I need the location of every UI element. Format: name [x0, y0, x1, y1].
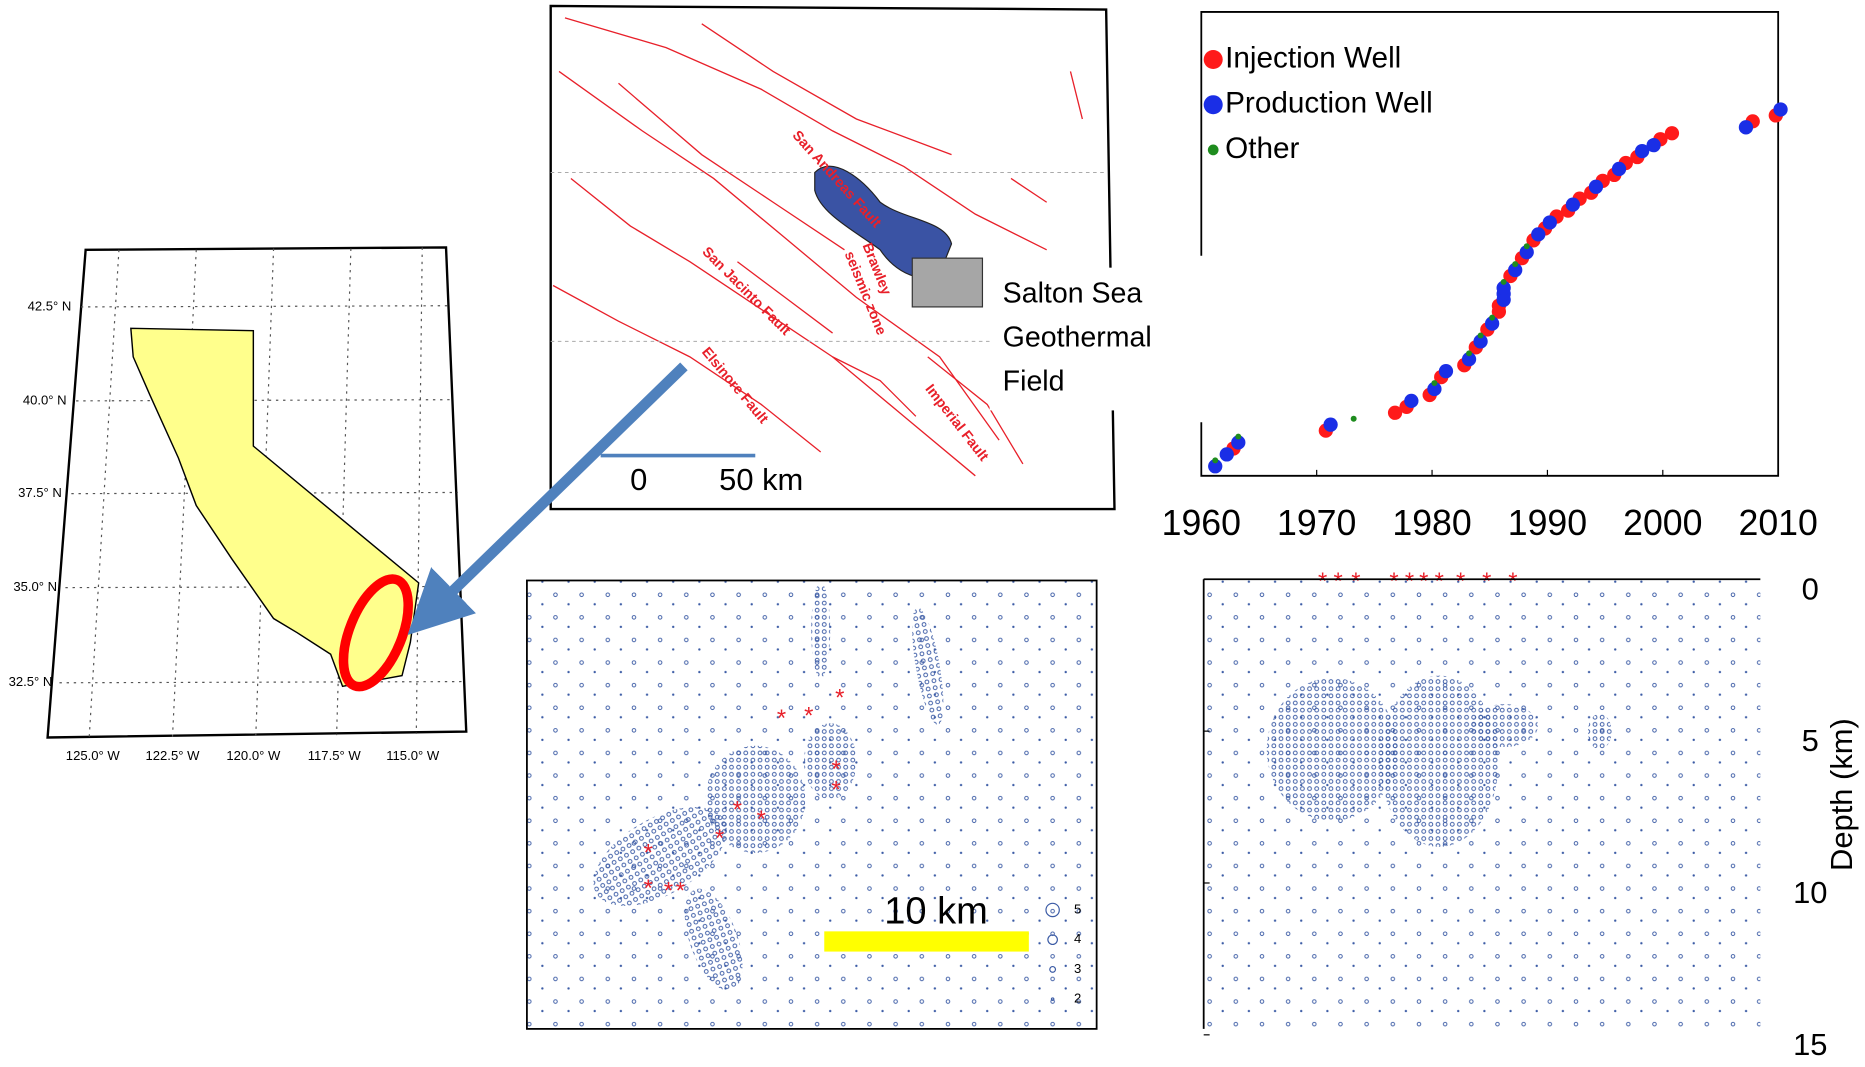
well-point	[1351, 416, 1357, 422]
svg-text:*: *	[1389, 568, 1398, 595]
legend-symbol	[1204, 50, 1223, 69]
well-point	[1212, 457, 1218, 463]
well-point	[1404, 394, 1418, 408]
well-point	[1220, 447, 1234, 461]
lon-label: 122.5° W	[145, 748, 200, 763]
x-tick-label: 2000	[1623, 503, 1702, 543]
lon-label: 115.0° W	[386, 748, 440, 763]
y-tick-label: 5	[1802, 723, 1819, 758]
seismicity-frame	[527, 580, 1097, 1028]
svg-text:*: *	[644, 875, 653, 902]
lon-label: 120.0° W	[226, 748, 281, 763]
well-point	[1739, 120, 1753, 134]
svg-text:*: *	[1456, 568, 1465, 595]
scale-bar	[824, 931, 1029, 951]
lon-label: 125.0° W	[66, 748, 121, 763]
svg-text:*: *	[1508, 568, 1517, 595]
x-tick-label: 1990	[1508, 503, 1587, 543]
well-point	[1323, 418, 1337, 432]
svg-text:*: *	[835, 685, 844, 712]
well-point	[1665, 126, 1679, 140]
well-point	[1235, 434, 1241, 440]
fault-frame	[551, 6, 1115, 509]
geothermal-field-box	[912, 258, 982, 307]
legend-symbol	[1204, 95, 1223, 114]
well-point	[1589, 180, 1603, 194]
well-point	[1439, 364, 1453, 378]
svg-text:*: *	[1419, 568, 1428, 595]
legend-label: Injection Well	[1225, 41, 1401, 74]
field-label: Geothermal	[1003, 322, 1152, 354]
well-point	[1773, 102, 1787, 116]
scale-label: 0	[630, 462, 647, 497]
svg-text:*: *	[664, 877, 673, 904]
svg-text:*: *	[715, 825, 724, 852]
field-label: Salton Sea	[1003, 278, 1143, 310]
well-point	[1566, 197, 1580, 211]
svg-text:*: *	[804, 703, 813, 730]
svg-text:*: *	[1405, 568, 1414, 595]
magnitude-label: 3	[1074, 961, 1081, 976]
well-chart: 1960 1970 1980 1990 2000 2010 Injection Well Pr…	[1162, 12, 1818, 543]
svg-text:*: *	[1435, 568, 1444, 595]
svg-text:*: *	[832, 756, 841, 783]
well-point	[1647, 138, 1661, 152]
svg-text:*: *	[1318, 568, 1327, 595]
x-tick-label: 1980	[1392, 503, 1471, 543]
svg-text:*: *	[1482, 568, 1491, 595]
svg-text:*: *	[1333, 568, 1342, 595]
x-tick-label: 1960	[1162, 503, 1241, 543]
scale-label: 50 km	[719, 462, 803, 497]
field-label: Field	[1003, 366, 1065, 398]
lon-label: 117.5° W	[308, 748, 362, 763]
x-tick-label: 1970	[1277, 503, 1356, 543]
magnitude-label: 4	[1074, 931, 1081, 946]
svg-text:*: *	[644, 839, 653, 866]
well-point	[1512, 261, 1518, 267]
magnitude-label: 5	[1074, 901, 1081, 916]
y-axis-title: Depth (km)	[1824, 718, 1859, 871]
well-point	[1489, 315, 1495, 321]
well-point	[1478, 332, 1484, 338]
chart-frame	[1201, 12, 1778, 476]
svg-text:*: *	[676, 877, 685, 904]
y-tick-label: 0	[1802, 571, 1819, 606]
legend-symbol	[1208, 145, 1219, 156]
california-map: 42.5° N 40.0° N 37.5° N 35.0° N 32.5° N 125.0…	[9, 247, 467, 763]
well-point	[1612, 162, 1626, 176]
scale-label: 10 km	[884, 891, 988, 933]
legend-label: Other	[1225, 132, 1299, 165]
svg-text:*: *	[757, 806, 766, 833]
well-point	[1501, 279, 1507, 285]
fault-map: San Andreas Fault Brawley seismic zone S…	[551, 6, 1152, 509]
y-tick-label: 15	[1793, 1027, 1827, 1062]
legend-label: Production Well	[1225, 87, 1433, 120]
lat-label: 42.5° N	[28, 298, 72, 313]
well-point	[1543, 215, 1557, 229]
lat-label: 37.5° N	[18, 485, 62, 500]
magnitude-label: 2	[1074, 991, 1081, 1006]
lat-label: 40.0° N	[23, 392, 67, 407]
svg-text:*: *	[733, 797, 742, 824]
well-point	[1466, 350, 1472, 356]
y-tick-label: 10	[1793, 875, 1827, 910]
well-point	[1531, 227, 1545, 241]
figure: 42.5° N 40.0° N 37.5° N 35.0° N 32.5° N 125.0…	[0, 0, 1865, 1067]
page: 42.5° N 40.0° N 37.5° N 35.0° N 32.5° N 125.0…	[0, 0, 1865, 1067]
svg-text:*: *	[777, 705, 786, 732]
lat-label: 32.5° N	[9, 674, 53, 689]
well-point	[1524, 243, 1530, 249]
svg-text:*: *	[1351, 568, 1360, 595]
lat-label: 35.0° N	[13, 579, 57, 594]
x-tick-label: 2010	[1738, 503, 1817, 543]
well-point	[1431, 380, 1437, 386]
